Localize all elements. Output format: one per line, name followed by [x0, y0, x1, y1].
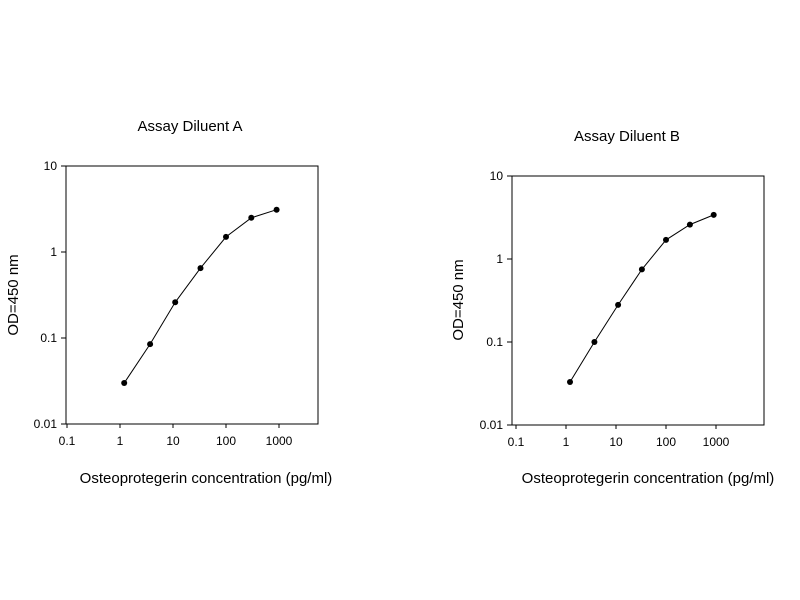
- chart-a-title: Assay Diluent A: [137, 118, 242, 135]
- chart-a-data-point-6: [273, 206, 280, 213]
- chart-a-y-axis-label: OD=450 nm: [5, 254, 22, 335]
- chart-a-data-point-4: [223, 233, 229, 240]
- chart-a-series-line-0: [123, 209, 277, 384]
- chart-a-x-axis-label: Osteoprotegerin concentration (pg/ml): [80, 470, 333, 487]
- chart-b-x-axis-label: Osteoprotegerin concentration (pg/ml): [522, 470, 775, 487]
- chart-b-data-point-0: [567, 379, 573, 385]
- chart-a-y-tick-label-1: 0.1: [40, 331, 57, 345]
- chart-a-x-axis: 0.1 1 10 100 1000: [59, 424, 293, 448]
- chart-a-data-point-2: [172, 299, 179, 306]
- chart-b-series-line-0: [569, 214, 714, 383]
- chart-a-data-point-0: [121, 380, 128, 386]
- chart-b-x-tick-label-3: 100: [656, 435, 676, 449]
- chart-a-x-tick-label-0: 0.1: [59, 434, 76, 448]
- chart-b-y-tick-label-3: 10: [490, 169, 504, 183]
- chart-b-x-tick-label-2: 10: [609, 435, 623, 449]
- chart-b-y-axis: 0.01 0.1 1 10: [480, 169, 512, 432]
- chart-a-y-tick-label-3: 10: [44, 159, 58, 173]
- chart-a-x-tick-label-1: 1: [117, 434, 124, 448]
- chart-b-title: Assay Diluent B: [574, 128, 680, 145]
- chart-a-y-tick-label-2: 1: [50, 245, 57, 259]
- chart-a-y-axis: 0.01 0.1 1 10: [34, 159, 66, 431]
- chart-a-plot-frame: [65, 165, 319, 425]
- chart-b-plot-frame: [511, 175, 765, 426]
- chart-a-series: [121, 206, 280, 386]
- chart-a-x-tick-label-3: 100: [216, 434, 236, 448]
- chart-b-data-point-4: [663, 236, 669, 243]
- chart-b-x-tick-label-0: 0.1: [508, 435, 525, 449]
- chart-b-series: [567, 211, 717, 385]
- chart-b-x-tick-label-1: 1: [563, 435, 570, 449]
- chart-b-x-axis: 0.1 1 10 100 1000: [508, 425, 730, 449]
- chart-b-y-tick-label-2: 1: [496, 252, 503, 266]
- chart-a-y-tick-label-0: 0.01: [34, 417, 58, 431]
- chart-assay-diluent-b: Assay Diluent B 0.01 0.1 1 10 0.1 1 10 100 1000…: [450, 128, 774, 487]
- chart-b-data-point-6: [710, 211, 717, 218]
- chart-a-data-point-1: [147, 341, 154, 348]
- chart-a-data-point-3: [197, 265, 204, 272]
- chart-b-data-point-3: [638, 266, 645, 273]
- chart-b-x-tick-label-4: 1000: [703, 435, 730, 449]
- chart-b-y-tick-label-0: 0.01: [480, 418, 504, 432]
- chart-b-y-tick-label-1: 0.1: [486, 335, 503, 349]
- chart-b-data-point-5: [686, 221, 693, 228]
- chart-b-y-axis-label: OD=450 nm: [450, 259, 467, 340]
- chart-a-x-tick-label-2: 10: [166, 434, 180, 448]
- chart-a-data-point-5: [248, 214, 255, 221]
- chart-b-data-point-2: [615, 301, 622, 308]
- chart-b-data-point-1: [591, 339, 598, 345]
- chart-a-x-tick-label-4: 1000: [266, 434, 293, 448]
